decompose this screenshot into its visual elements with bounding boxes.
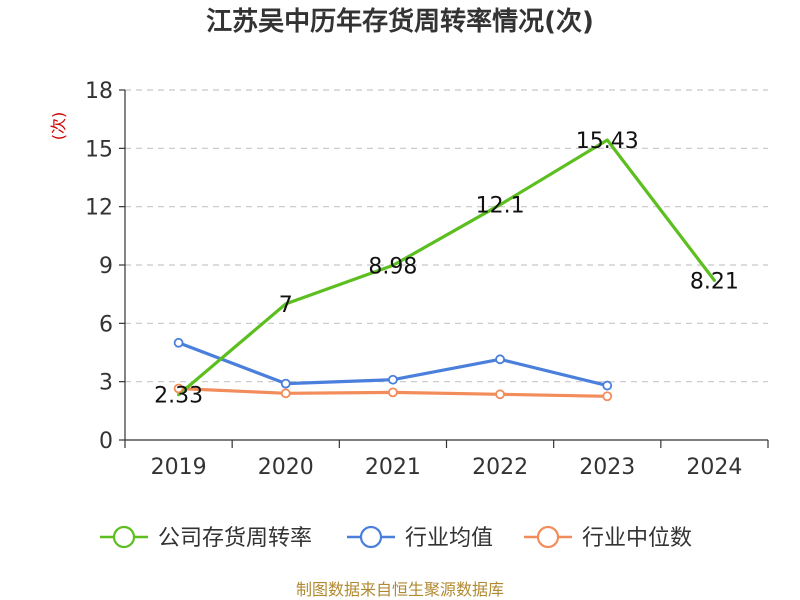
x-tick-label: 2020 — [258, 455, 314, 480]
axes: 0 3 6 9 12 15 18 2019 2020 2021 2022 2023 2024 — [85, 79, 769, 480]
legend-label-2: 行业中位数 — [582, 526, 692, 551]
series-point — [280, 388, 291, 399]
series-point — [173, 337, 184, 348]
legend-marker-0 — [112, 525, 136, 549]
data-label: 8.98 — [368, 254, 417, 279]
data-label: 15.43 — [576, 129, 639, 154]
data-label: 2.33 — [154, 384, 203, 409]
series-lines — [177, 138, 716, 398]
data-label: 8.21 — [690, 269, 739, 294]
y-tick-label: 15 — [85, 137, 113, 162]
grid-lines — [125, 89, 768, 383]
series-point — [388, 374, 398, 385]
legend-marker-1 — [359, 525, 383, 549]
y-tick-label: 9 — [99, 254, 113, 279]
series-line-0 — [177, 138, 716, 397]
series-point — [495, 389, 505, 400]
legend-label-1: 行业均值 — [405, 526, 493, 551]
legend: 公司存货周转率 行业均值 行业中位数 — [100, 525, 692, 551]
x-tick-label: 2021 — [365, 455, 421, 480]
series-point — [388, 387, 398, 398]
y-tick-label: 3 — [99, 371, 113, 396]
source-note: 制图数据来自恒生聚源数据库 — [296, 580, 504, 599]
y-tick-label: 6 — [99, 312, 113, 337]
data-label: 12.1 — [476, 194, 525, 219]
legend-marker-2 — [536, 525, 560, 549]
y-tick-label: 12 — [85, 196, 113, 221]
chart-title: 江苏吴中历年存货周转率情况(次) — [206, 6, 594, 37]
x-tick-label: 2019 — [151, 455, 207, 480]
y-axis-unit: (次) — [49, 112, 68, 141]
legend-label-0: 公司存货周转率 — [158, 526, 312, 551]
series-point — [495, 354, 505, 365]
data-labels: 2.33 7 8.98 12.1 15.43 8.21 — [154, 129, 739, 409]
x-tick-label: 2022 — [472, 455, 528, 480]
series-point — [280, 378, 291, 389]
series-markers — [173, 337, 613, 402]
y-tick-label: 18 — [85, 79, 113, 104]
series-point — [602, 380, 613, 391]
x-tick-label: 2023 — [579, 455, 635, 480]
x-tick-label: 2024 — [686, 455, 742, 480]
series-point — [173, 383, 184, 394]
y-tick-label: 0 — [99, 429, 113, 454]
series-point — [602, 391, 613, 402]
data-label: 7 — [279, 293, 293, 318]
